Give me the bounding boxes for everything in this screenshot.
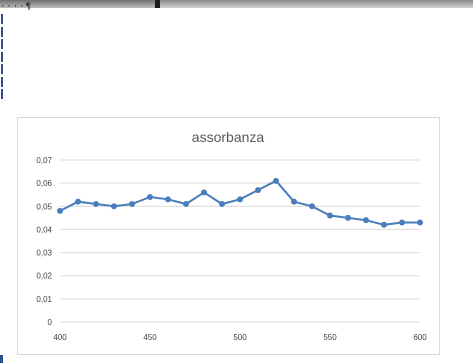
paragraph-marker [1, 64, 3, 74]
data-point [111, 203, 117, 210]
embedded-chart[interactable]: assorbanza 0 0,01 0,02 0,03 0,04 0,05 0,06 0,07… [17, 117, 440, 355]
data-point [201, 189, 207, 196]
y-tick-label: 0,07 [36, 156, 52, 165]
x-tick-label: 400 [53, 333, 67, 342]
y-tick-label: 0,01 [36, 295, 52, 304]
divider-handle[interactable] [155, 0, 160, 8]
data-point [291, 198, 297, 205]
data-point [309, 203, 315, 210]
data-point [345, 214, 351, 221]
y-tick-label: 0 [48, 318, 53, 327]
data-point [399, 219, 405, 226]
data-point [273, 177, 279, 184]
data-point [165, 196, 171, 203]
data-point [219, 200, 225, 207]
data-point [417, 219, 423, 226]
y-tick-label: 0,03 [36, 249, 52, 258]
x-tick-label: 500 [233, 333, 247, 342]
data-point [183, 200, 189, 207]
y-tick-label: 0,04 [36, 225, 52, 234]
empty-paragraph-markers [1, 14, 5, 102]
data-point [147, 194, 153, 201]
line-chart: assorbanza 0 0,01 0,02 0,03 0,04 0,05 0,06 0,07… [36, 129, 427, 342]
y-tick-label: 0,06 [36, 179, 52, 188]
x-tick-label: 450 [143, 333, 157, 342]
data-point [327, 212, 333, 219]
x-tick-label: 600 [413, 333, 427, 342]
paragraph-marker [1, 39, 3, 49]
paragraph-marker [1, 26, 3, 37]
data-point [57, 207, 63, 214]
paragraph-marker [0, 355, 3, 363]
data-point [255, 187, 261, 194]
y-tick-label: 0,05 [36, 202, 52, 211]
window-top-strip [0, 0, 473, 8]
data-point [363, 217, 369, 224]
data-point [381, 221, 387, 228]
y-tick-label: 0,02 [36, 272, 52, 281]
data-point [237, 196, 243, 203]
paragraph-marker [1, 51, 3, 62]
x-tick-label: 550 [323, 333, 337, 342]
chart-title: assorbanza [192, 129, 265, 145]
paragraph-marker [1, 76, 3, 87]
paragraph-marker [1, 89, 3, 99]
data-point [129, 200, 135, 207]
data-point [93, 200, 99, 207]
paragraph-marker [1, 14, 3, 24]
toolbar-strip [160, 0, 473, 8]
data-point [75, 198, 81, 205]
paragraph-marks: ····¶ [0, 2, 33, 12]
